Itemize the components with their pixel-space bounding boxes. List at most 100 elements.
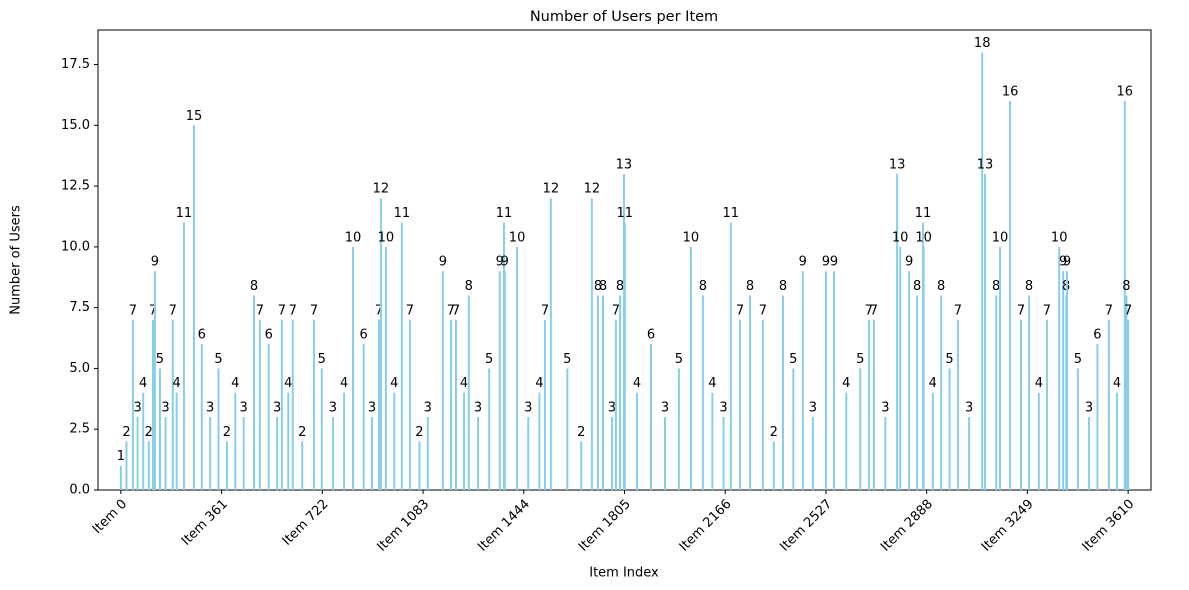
bar-value-label: 3 (424, 401, 432, 416)
x-axis-label: Item Index (589, 566, 659, 581)
bar (331, 417, 334, 490)
bar-value-label: 4 (929, 376, 937, 391)
bar-value-label: 4 (390, 376, 398, 391)
bar (426, 417, 429, 490)
bar-value-label: 7 (1105, 303, 1113, 318)
bar (171, 319, 174, 490)
y-tick-label: 0.0 (69, 483, 90, 498)
bar (192, 125, 195, 491)
bar-value-label: 4 (842, 376, 850, 391)
bar-value-label: 3 (719, 401, 727, 416)
bar-value-label: 8 (992, 279, 1000, 294)
bar-value-label: 7 (1124, 303, 1132, 318)
bar-value-label: 9 (151, 255, 159, 270)
bar (125, 441, 128, 490)
bar (1009, 100, 1012, 491)
bar-value-label: 7 (278, 303, 286, 318)
bar (267, 344, 270, 490)
bar (217, 368, 220, 490)
y-tick-label: 12.5 (61, 179, 90, 194)
bar (1076, 368, 1079, 490)
bar (995, 295, 998, 490)
bar-value-label: 7 (736, 303, 744, 318)
bar-value-label: 4 (1035, 376, 1043, 391)
bar-value-label: 5 (1074, 352, 1082, 367)
bar (384, 246, 387, 490)
bar (408, 319, 411, 490)
x-tick-label: Item 1444 (475, 497, 533, 555)
bar (538, 392, 541, 490)
bar-value-label: 4 (460, 376, 468, 391)
bar (811, 417, 814, 490)
x-tick-label: Item 0 (90, 497, 130, 537)
bar (1028, 295, 1031, 490)
bar (701, 295, 704, 490)
bar-value-label: 10 (345, 230, 362, 245)
bar-value-label: 1 (117, 449, 125, 464)
bar-value-label: 10 (683, 230, 700, 245)
bar (729, 222, 732, 490)
bar-value-label: 7 (541, 303, 549, 318)
bar-value-label: 7 (447, 303, 455, 318)
x-tick-label: Item 722 (280, 497, 332, 549)
bar (590, 198, 593, 490)
bar-value-label: 3 (133, 401, 141, 416)
bar-value-label: 18 (974, 36, 991, 51)
bar (956, 319, 959, 490)
bar (1088, 417, 1091, 490)
bar-value-label: 8 (1025, 279, 1033, 294)
bar-value-label: 9 (1059, 255, 1067, 270)
bar (200, 344, 203, 490)
bar-value-label: 2 (577, 425, 585, 440)
bar (859, 368, 862, 490)
bar-value-label: 3 (809, 401, 817, 416)
bar (131, 319, 134, 490)
bar-value-label: 9 (496, 255, 504, 270)
bar (377, 319, 380, 490)
bar-value-label: 11 (723, 206, 740, 221)
x-tick-label: Item 361 (179, 497, 231, 549)
bar-value-label: 2 (415, 425, 423, 440)
bar (287, 392, 290, 490)
bar (1125, 295, 1128, 490)
bar (614, 319, 617, 490)
bar (650, 344, 653, 490)
bar (454, 319, 457, 490)
bar (801, 271, 804, 490)
bar (158, 368, 161, 490)
bar (722, 417, 725, 490)
bar-value-label: 7 (954, 303, 962, 318)
bar (463, 392, 466, 490)
bar-value-label: 9 (799, 255, 807, 270)
bar (153, 271, 156, 490)
x-tick-label: Item 3610 (1080, 497, 1138, 555)
bar-value-label: 8 (465, 279, 473, 294)
bar (749, 295, 752, 490)
bar-value-label: 6 (647, 328, 655, 343)
bar-value-label: 3 (368, 401, 376, 416)
bar (280, 319, 283, 490)
bar-value-label: 4 (633, 376, 641, 391)
bar-value-label: 9 (822, 255, 830, 270)
bar-value-label: 3 (608, 401, 616, 416)
bar-value-label: 7 (149, 303, 157, 318)
bar (400, 222, 403, 490)
bar (549, 198, 552, 490)
bar-value-label: 9 (439, 255, 447, 270)
bar (449, 319, 452, 490)
bar (566, 368, 569, 490)
bar (1115, 392, 1118, 490)
bar-value-label: 12 (543, 182, 560, 197)
bar (182, 222, 185, 490)
bar (1045, 319, 1048, 490)
bar-value-label: 6 (198, 328, 206, 343)
bar (1062, 271, 1065, 490)
bar-value-label: 8 (594, 279, 602, 294)
bar-value-label: 7 (1017, 303, 1025, 318)
bar-value-label: 3 (524, 401, 532, 416)
bar (677, 368, 680, 490)
bar-value-label: 12 (373, 182, 390, 197)
bar (884, 417, 887, 490)
bar-value-label: 3 (474, 401, 482, 416)
bar (175, 392, 178, 490)
